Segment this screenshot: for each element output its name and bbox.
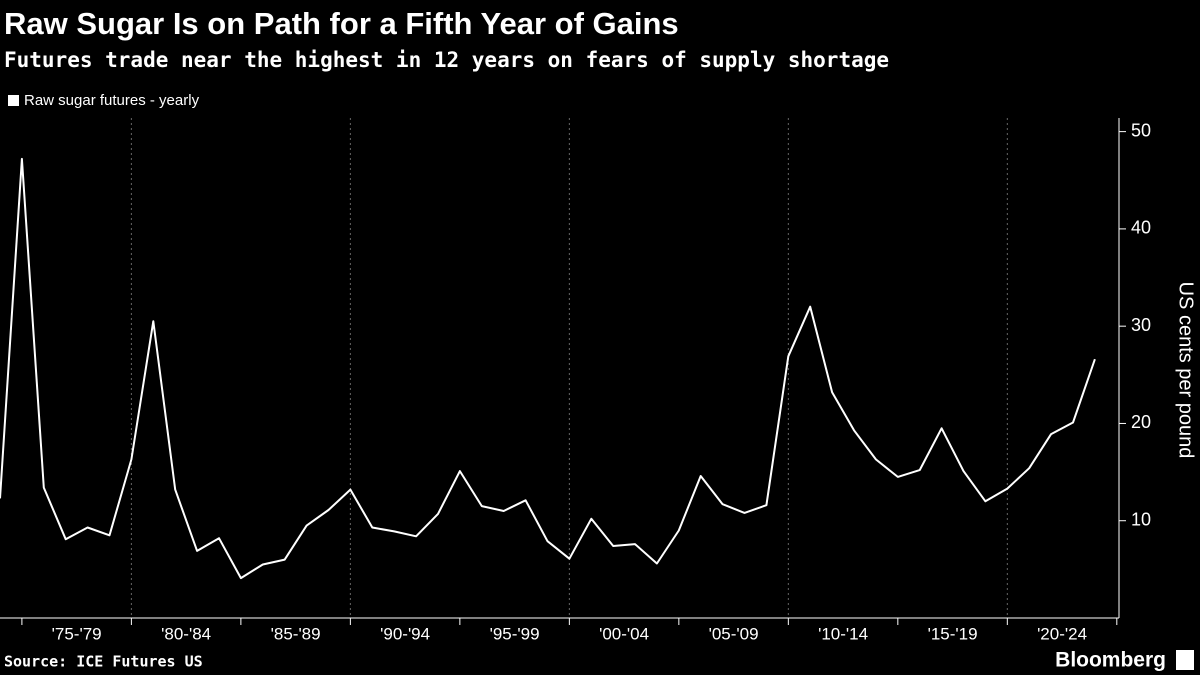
y-tick-label: 30 (1131, 315, 1151, 335)
y-tick-label: 40 (1131, 218, 1151, 238)
y-tick-label: 10 (1131, 509, 1151, 529)
x-tick-label: '90-'94 (380, 624, 430, 643)
x-tick-label: '85-'89 (271, 624, 321, 643)
legend-swatch (8, 95, 19, 106)
x-tick-label: '05-'09 (709, 624, 759, 643)
x-tick-label: '10-'14 (818, 624, 868, 643)
line-series (0, 157, 1096, 580)
x-tick-label: '15-'19 (928, 624, 978, 643)
x-tick-label: '00-'04 (599, 624, 649, 643)
y-tick-label: 50 (1131, 120, 1151, 140)
source: Source: ICE Futures US (4, 653, 203, 671)
y-tick-label: 20 (1131, 412, 1151, 432)
chart-subtitle: Futures trade near the highest in 12 yea… (4, 48, 889, 72)
x-tick-label: '95-'99 (490, 624, 540, 643)
y-axis-label: US cents per pound (1175, 282, 1197, 459)
x-tick-label: '20-'24 (1037, 624, 1087, 643)
chart-title: Raw Sugar Is on Path for a Fifth Year of… (4, 6, 679, 41)
brand: Bloomberg (1055, 649, 1166, 672)
x-tick-label: '75-'79 (52, 624, 102, 643)
legend-label: Raw sugar futures - yearly (24, 92, 200, 109)
x-tick-label: '80-'84 (161, 624, 211, 643)
brand-icon (1176, 650, 1194, 670)
